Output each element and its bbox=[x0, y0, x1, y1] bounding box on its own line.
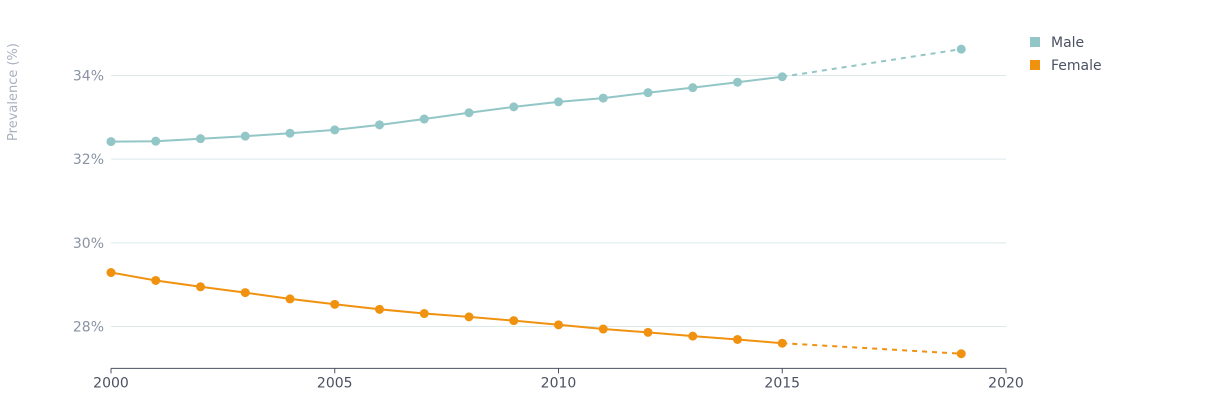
data-point-female[interactable] bbox=[375, 304, 384, 314]
series-projection-male bbox=[782, 48, 962, 78]
data-point-female[interactable] bbox=[285, 294, 295, 304]
data-point-female[interactable] bbox=[509, 316, 519, 326]
x-axis-ticks: 2000 2005 2010 2015 2020 bbox=[93, 368, 1024, 391]
series-projection-female bbox=[782, 342, 962, 355]
legend: Male Female bbox=[1030, 35, 1102, 74]
y-tick-label: 30% bbox=[73, 236, 104, 252]
data-point-male[interactable] bbox=[733, 77, 742, 87]
data-point-male[interactable] bbox=[598, 93, 608, 103]
series-female bbox=[106, 268, 966, 359]
data-point-female[interactable] bbox=[240, 288, 250, 298]
data-point-male[interactable] bbox=[330, 125, 340, 135]
legend-swatch-male bbox=[1030, 37, 1040, 47]
y-tick-label: 32% bbox=[73, 152, 104, 168]
data-point-male[interactable] bbox=[106, 137, 116, 147]
data-point-female[interactable] bbox=[643, 327, 653, 337]
data-point-male[interactable] bbox=[419, 114, 429, 124]
data-point-female[interactable] bbox=[598, 324, 608, 334]
data-point-female[interactable] bbox=[733, 334, 742, 344]
x-tick-label: 2005 bbox=[317, 375, 353, 391]
data-point-male[interactable] bbox=[956, 44, 966, 54]
y-axis-ticks: 28% 30% 32% 34% bbox=[73, 69, 104, 336]
data-point-female[interactable] bbox=[554, 320, 563, 330]
series-male bbox=[106, 44, 966, 147]
data-point-male[interactable] bbox=[554, 97, 563, 107]
x-tick-label: 2020 bbox=[988, 375, 1024, 391]
y-axis-label: Prevalence (%) bbox=[6, 43, 21, 141]
data-point-female[interactable] bbox=[330, 299, 340, 309]
x-tick-label: 2010 bbox=[541, 375, 577, 391]
data-point-female[interactable] bbox=[956, 349, 966, 359]
series-line-male bbox=[110, 75, 783, 143]
data-point-male[interactable] bbox=[464, 108, 474, 118]
series-line-female bbox=[110, 271, 783, 345]
data-point-male[interactable] bbox=[240, 131, 250, 141]
x-tick-label: 2000 bbox=[93, 375, 129, 391]
x-tick-label: 2015 bbox=[764, 375, 800, 391]
y-tick-label: 28% bbox=[73, 320, 104, 336]
data-point-male[interactable] bbox=[777, 72, 787, 82]
data-point-female[interactable] bbox=[196, 282, 205, 292]
data-point-male[interactable] bbox=[375, 120, 384, 130]
data-point-female[interactable] bbox=[419, 309, 429, 319]
data-point-male[interactable] bbox=[196, 134, 205, 144]
data-point-male[interactable] bbox=[285, 128, 295, 138]
data-point-male[interactable] bbox=[151, 136, 161, 146]
series-layer bbox=[106, 44, 966, 359]
data-point-female[interactable] bbox=[777, 338, 787, 348]
data-point-male[interactable] bbox=[643, 88, 653, 98]
data-point-male[interactable] bbox=[509, 102, 519, 112]
legend-swatch-female bbox=[1030, 60, 1040, 70]
y-tick-label: 34% bbox=[73, 69, 104, 85]
data-point-male[interactable] bbox=[688, 83, 698, 93]
legend-label-female: Female bbox=[1051, 58, 1102, 74]
data-point-female[interactable] bbox=[688, 331, 698, 341]
data-point-female[interactable] bbox=[464, 312, 474, 322]
legend-label-male: Male bbox=[1051, 35, 1084, 51]
data-point-female[interactable] bbox=[106, 268, 116, 278]
data-point-female[interactable] bbox=[151, 275, 161, 285]
